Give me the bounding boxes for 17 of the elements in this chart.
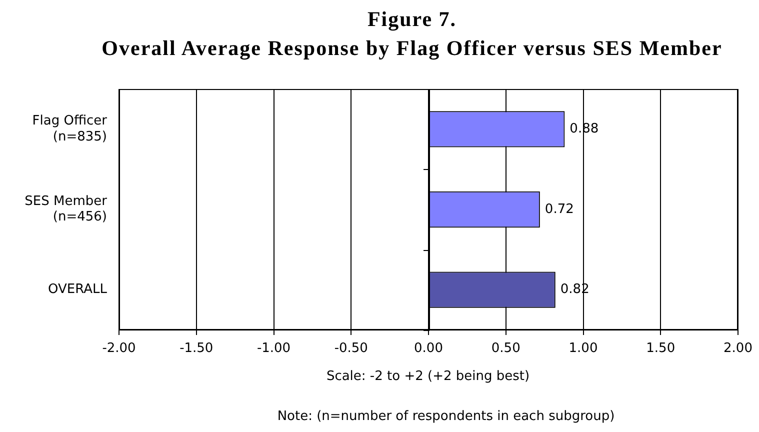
chart-title: Figure 7. — [366, 7, 458, 31]
x-tick-label: 1.00 — [568, 341, 598, 356]
y-tick-label: OVERALL — [48, 282, 108, 298]
chart-subtitle: Overall Average Response by Flag Officer versus SES Member — [100, 36, 724, 60]
x-tick-label: -2.00 — [102, 341, 136, 356]
x-axis-title: Scale: -2 to +2 (+2 being best) — [325, 369, 531, 385]
x-tick-label: -0.50 — [334, 341, 368, 356]
x-tick-label: 0.50 — [491, 341, 520, 356]
text: Note: (n=number of respondents in each subgroup) — [276, 409, 616, 425]
x-tick-label: 1.50 — [646, 341, 676, 356]
y-tick-label: Flag Officer (n=835) — [32, 114, 108, 144]
x-tick-label: 0.00 — [414, 341, 443, 356]
data-label: 0.72 — [544, 202, 574, 217]
x-tick-label: -1.00 — [256, 341, 291, 356]
y-tick-label: SES Member (n=456) — [24, 194, 108, 225]
x-tick-label: 2.00 — [724, 341, 752, 356]
x-tick-label: -1.50 — [180, 341, 214, 356]
